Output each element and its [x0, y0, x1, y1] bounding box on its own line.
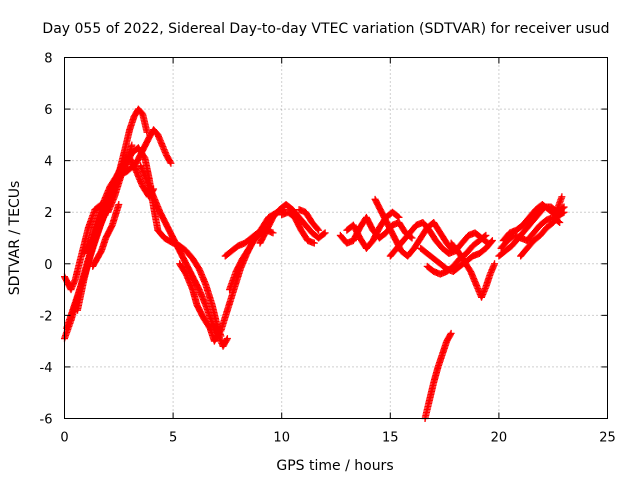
plus-marker	[446, 331, 454, 339]
ticks-layer: 0 5 10 15 20 25 -6 -4 -2 0 2 4 6 8	[40, 52, 616, 446]
plus-marker	[166, 158, 174, 166]
series-track-08	[154, 226, 225, 340]
x-tick-label: 15	[382, 431, 399, 446]
y-axis-label: SDTVAR / TECUs	[7, 181, 23, 296]
x-tick-label: 20	[491, 431, 508, 446]
plot-frame	[64, 57, 608, 419]
x-tick-label: 0	[60, 431, 68, 446]
x-tick-label: 10	[273, 431, 290, 446]
series-track-12	[221, 226, 268, 260]
plus-marker	[223, 336, 231, 344]
plus-marker	[487, 238, 495, 246]
y-tick-label: -4	[40, 361, 53, 376]
plus-marker	[315, 226, 323, 234]
series-track-15	[295, 206, 323, 234]
plus-marker	[310, 239, 318, 247]
y-tick-label: -2	[40, 309, 53, 324]
plus-marker	[555, 218, 563, 226]
plus-marker	[482, 231, 490, 239]
series-track-27	[497, 213, 564, 252]
series-track-22	[447, 239, 499, 301]
series-track-02	[63, 105, 151, 332]
series-track-21	[423, 231, 490, 278]
plus-marker	[128, 141, 136, 149]
plus-marker	[115, 200, 123, 208]
series-track-09	[176, 260, 223, 345]
plus-marker	[556, 219, 564, 227]
grid-layer	[64, 57, 608, 419]
plus-marker	[223, 335, 231, 343]
x-tick-label: 5	[169, 431, 177, 446]
plus-marker	[558, 193, 566, 201]
plus-marker	[269, 229, 277, 237]
y-tick-label: 8	[44, 52, 52, 67]
series-track-14	[278, 208, 318, 247]
y-tick-label: 0	[44, 258, 52, 273]
series-track-23	[421, 329, 455, 422]
plus-marker	[488, 237, 496, 245]
plus-marker	[491, 260, 499, 268]
plus-marker	[314, 225, 322, 233]
x-axis-label: GPS time / hours	[276, 458, 393, 474]
x-tick-label: 25	[599, 431, 616, 446]
plus-marker	[408, 234, 416, 242]
plus-marker	[320, 230, 328, 238]
y-tick-label: -6	[40, 413, 53, 428]
y-tick-label: 6	[44, 103, 52, 118]
marks-layer	[61, 105, 568, 422]
plus-marker	[447, 329, 455, 337]
plus-marker	[395, 213, 403, 221]
plus-marker	[394, 213, 402, 221]
y-tick-label: 2	[44, 206, 52, 221]
y-tick-label: 4	[44, 155, 52, 170]
series-track-13	[256, 200, 329, 247]
chart-title: Day 055 of 2022, Sidereal Day-to-day VTE…	[42, 21, 609, 37]
plus-marker	[321, 229, 329, 237]
plus-marker	[481, 232, 489, 240]
series-track-25	[499, 193, 566, 245]
plus-marker	[560, 208, 568, 216]
plus-marker	[214, 331, 222, 339]
series-track-06	[89, 200, 123, 270]
plus-marker	[167, 159, 175, 167]
